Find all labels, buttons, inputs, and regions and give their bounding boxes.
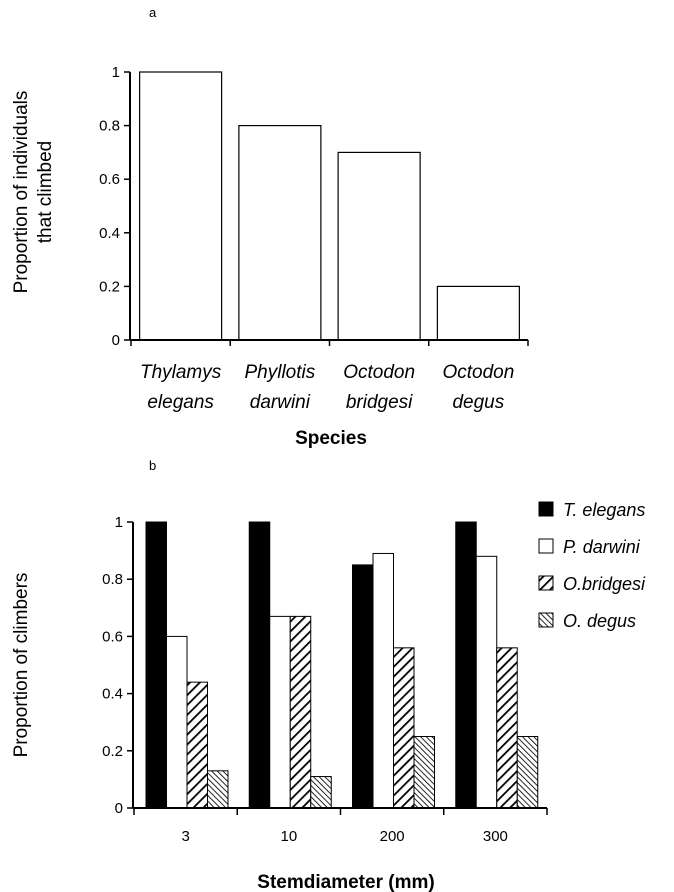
legend-swatch — [538, 612, 554, 628]
bar — [516, 736, 539, 809]
bar — [455, 521, 477, 809]
panel-b-label: b — [149, 458, 156, 473]
bar — [166, 635, 188, 809]
x-category-label: Thylamys elegans — [140, 362, 222, 413]
bar — [238, 124, 322, 341]
bar — [337, 151, 421, 341]
y-axis-title: Proportion of climbers — [11, 573, 32, 758]
bar — [372, 552, 394, 809]
bar — [248, 521, 271, 809]
y-tick-label: 0.2 — [99, 278, 120, 295]
y-tick-label: 0.4 — [102, 686, 123, 703]
y-tick-label: 0.6 — [102, 628, 123, 645]
y-tick-label: 0 — [112, 332, 120, 349]
panel-a-chart: 0 0.2 0.4 0.6 0.8 1 Thylamys elegans Phyllotis da… — [11, 64, 529, 449]
y-tick-label: 0.8 — [99, 118, 120, 135]
y-tick-label: 0.4 — [99, 225, 120, 242]
bar — [352, 564, 374, 809]
legend-label: O.bridgesi — [563, 574, 646, 594]
y-tick-label: 1 — [115, 514, 123, 531]
y-tick-label: 0.8 — [102, 571, 123, 588]
bar — [310, 776, 332, 809]
y-tick-label: 0 — [115, 800, 123, 817]
y-tick-label: 0.2 — [102, 743, 123, 760]
panel-b-chart: 0 0.2 0.4 0.6 0.8 1 3 10 200 300 Stemdiameter (mm)… — [11, 500, 646, 892]
y-tick-label: 0.6 — [99, 171, 120, 188]
bar — [393, 647, 415, 809]
x-category-label: Octodon degus — [442, 362, 514, 413]
bar — [496, 647, 518, 809]
x-category-label: 10 — [281, 828, 298, 845]
x-category-label: Octodon bridgesi — [343, 362, 415, 413]
bar — [145, 521, 167, 809]
legend-swatch — [538, 575, 554, 591]
x-category-label: 200 — [380, 828, 405, 845]
legend-label: O. degus — [563, 611, 636, 631]
panel-a-label: a — [149, 5, 157, 20]
legend: T. elegans P. darwini O.bridgesi O. degus — [538, 500, 646, 631]
bar — [269, 615, 291, 809]
bar — [436, 285, 520, 341]
y-tick-label: 1 — [112, 64, 120, 81]
x-category-label: 3 — [181, 828, 189, 845]
bar — [207, 770, 229, 809]
bar — [475, 555, 498, 809]
bar — [139, 71, 223, 341]
bar — [413, 736, 435, 809]
legend-label: T. elegans — [563, 500, 645, 520]
x-axis-title: Stemdiameter (mm) — [257, 872, 434, 892]
x-category-label: 300 — [483, 828, 508, 845]
legend-swatch — [538, 538, 554, 554]
y-axis-title: Proportion of individuals that climbed — [11, 91, 56, 294]
x-axis-title: Species — [295, 428, 367, 449]
x-category-label: Phyllotis darwini — [245, 362, 316, 413]
bar — [289, 615, 312, 809]
bar — [186, 681, 208, 809]
legend-swatch — [538, 501, 554, 517]
legend-label: P. darwini — [563, 537, 641, 557]
